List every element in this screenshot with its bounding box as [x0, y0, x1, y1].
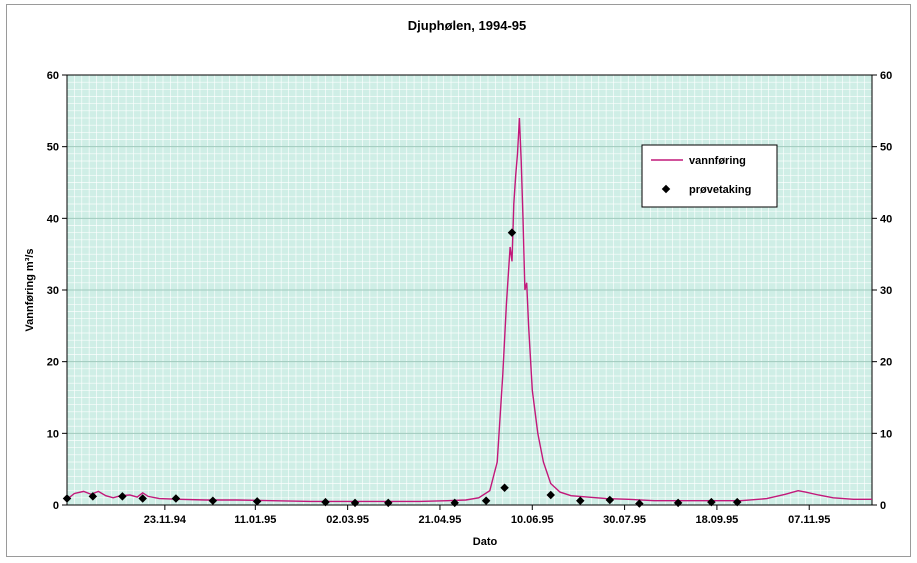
y-tick-label-right: 10	[880, 428, 892, 440]
sample-marker	[732, 497, 742, 507]
sample-marker	[321, 497, 330, 507]
x-tick-label: 23.11.94	[144, 514, 187, 526]
x-tick-label: 30.07.95	[603, 514, 646, 526]
sample-marker	[252, 497, 262, 506]
sample-marker	[138, 494, 147, 503]
sample-marker	[673, 498, 683, 508]
sample-marker	[500, 483, 509, 493]
series-markers-provetaking	[62, 228, 742, 508]
y-axis-right-ticks: 0 10 20 30 40 50 60	[872, 70, 892, 512]
legend-box	[641, 144, 778, 208]
x-tick-label: 18.09.95	[695, 514, 738, 526]
y-axis-label: Vannføring m³/s	[24, 248, 36, 331]
sample-marker	[507, 228, 517, 237]
sample-marker	[118, 492, 127, 501]
y-tick-label-left: 20	[47, 357, 59, 369]
chart-svg: Djuphølen, 1994-95 0 10 20 30 40 50 60 0 10 20 30…	[24, 18, 892, 548]
sample-marker	[88, 492, 98, 501]
sample-marker	[707, 497, 716, 507]
y-tick-label-left: 10	[47, 428, 59, 440]
sample-marker	[605, 495, 615, 505]
sample-marker	[546, 490, 555, 500]
x-axis-ticks: 23.11.94 11.01.95 02.03.95 21.04.95 10.06.95…	[144, 505, 830, 526]
y-axis-left-ticks: 0 10 20 30 40 50 60	[47, 70, 67, 512]
y-tick-label-left: 40	[47, 213, 59, 225]
y-tick-label-left: 30	[47, 285, 59, 297]
x-tick-label: 07.11.95	[788, 514, 830, 526]
y-tick-label-right: 0	[880, 500, 886, 512]
sample-marker	[350, 498, 360, 508]
sample-marker	[171, 494, 181, 503]
chart-title: Djuphølen, 1994-95	[408, 18, 526, 33]
y-tick-label-right: 20	[880, 357, 892, 369]
y-tick-label-left: 0	[53, 500, 59, 512]
y-tick-label-right: 60	[880, 70, 892, 82]
x-axis-label: Dato	[473, 536, 498, 548]
y-tick-label-right: 40	[880, 213, 892, 225]
chart-frame: Djuphølen, 1994-95 0 10 20 30 40 50 60 0 10 20 30…	[6, 4, 911, 557]
sample-marker	[208, 496, 218, 505]
sample-marker	[576, 496, 585, 505]
y-tick-label-left: 50	[47, 142, 59, 154]
legend-label-provetaking: prøvetaking	[689, 184, 751, 196]
x-tick-label: 10.06.95	[511, 514, 554, 526]
sample-marker	[481, 496, 491, 505]
sample-marker	[384, 498, 393, 508]
y-tick-label-right: 30	[880, 285, 892, 297]
sample-marker	[62, 494, 72, 503]
y-tick-label-right: 50	[880, 142, 892, 154]
legend-label-vannforing: vannføring	[689, 155, 746, 167]
sample-marker	[450, 498, 459, 508]
sample-marker	[635, 499, 644, 508]
x-tick-label: 21.04.95	[419, 514, 462, 526]
x-tick-label: 02.03.95	[326, 514, 369, 526]
x-tick-label: 11.01.95	[234, 514, 276, 526]
legend: vannføring prøvetaking	[641, 144, 778, 208]
y-tick-label-left: 60	[47, 70, 59, 82]
